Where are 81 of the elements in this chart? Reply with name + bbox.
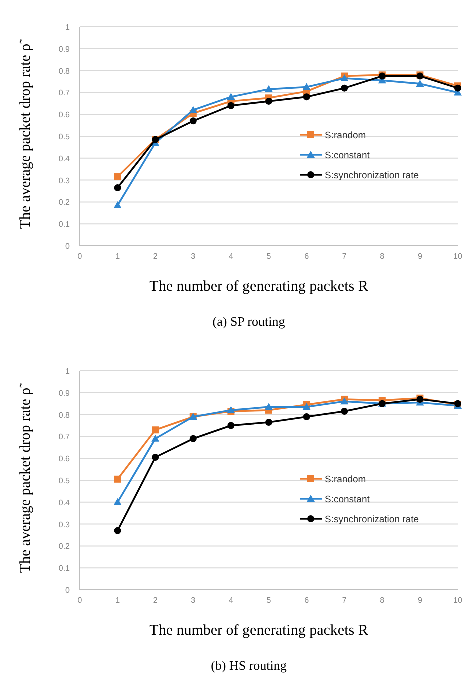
y-tick-label: 0.4 — [58, 498, 71, 508]
point — [114, 184, 122, 192]
point — [152, 434, 160, 442]
point — [266, 98, 272, 105]
point — [114, 476, 122, 483]
point — [190, 118, 197, 125]
x-tick-label: 4 — [228, 252, 234, 261]
x-tick-label: 5 — [266, 596, 272, 605]
point — [190, 435, 197, 442]
y-tick-label: 0.6 — [58, 454, 71, 464]
x-tick-label: 7 — [342, 596, 348, 605]
y-tick-label: 0.4 — [58, 154, 71, 164]
x-tick-label: 6 — [304, 252, 310, 261]
y-tick-label: 1 — [66, 23, 71, 32]
point — [227, 93, 236, 100]
y-tick-label: 0.7 — [58, 432, 71, 442]
x-tick-label: 2 — [153, 596, 158, 605]
point — [303, 413, 310, 420]
point — [265, 403, 273, 410]
point — [341, 84, 348, 92]
point — [303, 94, 310, 101]
x-tick-label: 6 — [304, 596, 310, 605]
y-tick-label: 0 — [66, 242, 71, 251]
x-tick-label: 3 — [191, 596, 196, 605]
y-tick-label: 0.3 — [58, 176, 71, 186]
y-tick-label: 0 — [66, 586, 71, 595]
point — [265, 85, 273, 92]
legend-label: S:synchronization rate — [325, 514, 419, 526]
x-tick-label: 5 — [266, 252, 272, 261]
y-tick-label: 0.9 — [58, 388, 71, 398]
x-axis-title: The number of generating packets R — [150, 623, 368, 639]
y-tick-label: 0.3 — [58, 520, 71, 530]
x-tick-label: 0 — [78, 252, 83, 261]
x-tick-label: 1 — [116, 252, 121, 261]
x-tick-label: 10 — [454, 252, 463, 261]
legend-label: S:random — [325, 474, 366, 486]
y-tick-label: 0.2 — [58, 198, 71, 208]
y-tick-label: 0.7 — [58, 88, 71, 98]
y-tick-label: 0.1 — [58, 220, 71, 230]
text: (a) SP routing — [212, 314, 286, 329]
x-tick-label: 10 — [454, 596, 463, 605]
y-axis-title: The average packet drop rate ρ̃ — [18, 382, 34, 574]
point — [228, 102, 235, 110]
point — [266, 418, 272, 426]
point — [114, 174, 122, 181]
legend-label: S:constant — [325, 494, 370, 506]
x-tick-label: 0 — [78, 596, 83, 605]
point — [189, 106, 198, 114]
y-axis-title: The average packet drop rate ρ̃ — [18, 38, 34, 230]
x-tick-label: 7 — [342, 252, 348, 261]
y-tick-label: 0.8 — [58, 410, 71, 420]
x-tick-label: 1 — [116, 596, 121, 605]
y-tick-label: 0.6 — [58, 110, 71, 120]
x-tick-label: 4 — [228, 596, 234, 605]
point — [228, 422, 235, 430]
x-tick-label: 3 — [191, 252, 196, 261]
y-tick-label: 0.2 — [58, 542, 71, 552]
point — [416, 80, 424, 87]
point — [302, 83, 311, 90]
x-tick-label: 9 — [418, 596, 423, 605]
y-tick-label: 0.5 — [58, 476, 71, 486]
point — [114, 527, 122, 534]
x-axis-title: The number of generating packets R — [150, 279, 368, 295]
legend-label: S:random — [325, 130, 366, 142]
x-tick-label: 2 — [153, 252, 158, 261]
point — [152, 426, 160, 434]
point — [152, 454, 160, 462]
point — [114, 201, 122, 208]
legend-label: S:synchronization rate — [325, 170, 419, 182]
text: (b) HS routing — [211, 658, 288, 673]
x-tick-label: 8 — [380, 596, 386, 605]
x-tick-label: 8 — [380, 252, 386, 261]
y-tick-label: 0.8 — [58, 66, 71, 76]
point — [114, 498, 122, 506]
legend-label: S:constant — [325, 150, 370, 162]
point — [341, 408, 348, 416]
y-tick-label: 1 — [66, 367, 71, 376]
y-tick-label: 0.1 — [58, 564, 71, 574]
x-tick-label: 9 — [418, 252, 423, 261]
y-tick-label: 0.9 — [58, 44, 71, 54]
y-tick-label: 0.5 — [58, 132, 71, 142]
